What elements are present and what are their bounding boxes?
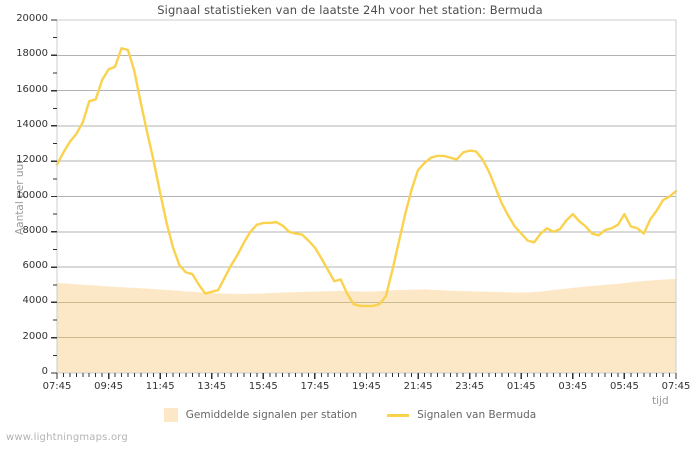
- x-axis-tick-label: 01:45: [506, 381, 536, 392]
- x-axis-tick-label: 11:45: [145, 381, 175, 392]
- legend-line-swatch-icon: [387, 413, 410, 417]
- legend-item[interactable]: Signalen van Bermuda: [387, 409, 536, 421]
- legend-item-label: Signalen van Bermuda: [417, 409, 537, 421]
- x-axis-tick-label: 07:45: [661, 381, 691, 392]
- x-axis-tick-label: 15:45: [248, 381, 278, 392]
- series-area-gemiddelde-signalen: [57, 278, 676, 373]
- x-axis-tick-label: 03:45: [558, 381, 588, 392]
- x-axis-label: tijd: [652, 395, 669, 407]
- x-axis-tick-label: 17:45: [300, 381, 330, 392]
- chart-legend: Gemiddelde signalen per station Signalen …: [0, 408, 700, 422]
- y-axis-tick-label: 16000: [16, 83, 48, 95]
- y-axis-tick-label: 18000: [16, 48, 48, 60]
- legend-item[interactable]: Gemiddelde signalen per station: [163, 408, 358, 422]
- y-axis-tick-label: 2000: [22, 330, 48, 342]
- y-axis-tick-label: 4000: [22, 295, 48, 307]
- y-axis-tick-label: 6000: [22, 260, 48, 272]
- y-axis-tick-label: 0: [41, 366, 48, 377]
- x-axis-tick-label: 07:45: [42, 381, 72, 392]
- watermark-text: www.lightningmaps.org: [6, 432, 128, 443]
- x-axis-tick-label: 19:45: [352, 381, 381, 392]
- series-line-signalen-van-bermuda: [55, 47, 678, 308]
- x-axis-tick-label: 09:45: [94, 381, 123, 392]
- y-axis-tick-label: 12000: [16, 154, 48, 166]
- x-axis-tick-label: 13:45: [197, 381, 227, 392]
- y-axis-tick-label: 14000: [16, 118, 48, 130]
- x-axis-tick-label: 05:45: [609, 381, 639, 392]
- legend-area-swatch-icon: [163, 408, 178, 422]
- y-axis-tick-label: 10000: [16, 189, 48, 201]
- legend-item-label: Gemiddelde signalen per station: [185, 409, 358, 421]
- x-axis-tick-label: 21:45: [403, 381, 433, 392]
- y-axis-tick-label: 20000: [16, 13, 48, 24]
- chart-title: Signaal statistieken van de laatste 24h …: [157, 3, 543, 17]
- x-axis-tick-label: 23:45: [455, 381, 485, 392]
- y-axis-tick-label: 8000: [22, 224, 48, 236]
